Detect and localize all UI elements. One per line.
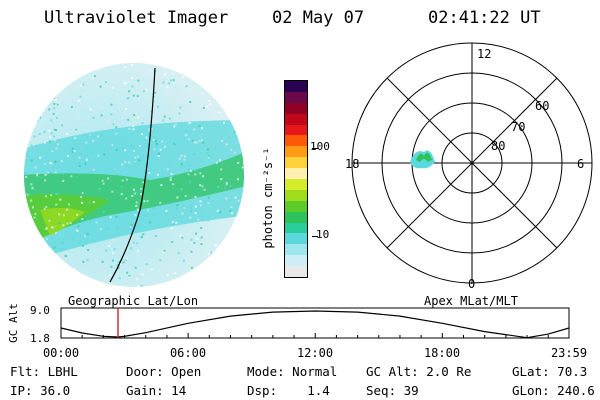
info-mode: Mode: Normal (247, 364, 338, 379)
xtick-label-0: 00:00 (43, 346, 79, 360)
colorbar-tick-10: 10 (316, 228, 330, 241)
lat-label-60: 60 (535, 99, 549, 113)
info-seq: Seq: 39 (366, 383, 419, 398)
info-flt: Flt: LBHL (10, 364, 78, 379)
colorbar-swatch (285, 102, 307, 114)
colorbar-swatch (285, 113, 307, 125)
info-gc-alt: GC Alt: 2.0 Re (366, 364, 472, 379)
info-glon: GLon: 240.6 (512, 383, 595, 398)
date-label: 02 May 07 (272, 8, 365, 28)
ytick-label-bottom: 1.8 (30, 332, 50, 345)
colorbar-swatch (285, 266, 307, 278)
lat-label-70: 70 (511, 120, 525, 134)
colorbar-swatch (285, 222, 307, 234)
info-dsp: Dsp: 1.4 (247, 383, 330, 398)
xtick-label-2: 12:00 (297, 346, 333, 360)
colorbar-swatch (285, 200, 307, 212)
lat-label-80: 80 (491, 139, 505, 153)
colorbar-tick-100: 100 (310, 140, 330, 153)
info-gain: Gain: 14 (126, 383, 187, 398)
colorbar-swatch (285, 179, 307, 190)
colorbar-swatch (285, 244, 307, 256)
altitude-series-line (60, 310, 570, 339)
geo-panel-label: Geographic Lat/Lon (68, 294, 199, 308)
xtick-label-4: 23:59 (551, 346, 587, 360)
mlt-label-12: 12 (477, 47, 491, 61)
colorbar-swatch (285, 146, 307, 158)
colorbar-swatch (285, 233, 307, 245)
colorbar-swatch (285, 124, 307, 136)
colorbar-swatch (285, 157, 307, 169)
mlt-label-0: 0 (468, 277, 475, 291)
info-ip: IP: 36.0 (10, 383, 71, 398)
info-door: Door: Open (126, 364, 202, 379)
ytick-label-top: 9.0 (30, 304, 50, 317)
colorbar-swatch (285, 255, 307, 267)
y-axis-label: GC Alt (7, 303, 20, 343)
mlt-label-18: 18 (345, 157, 359, 171)
mlt-label-6: 6 (577, 157, 584, 171)
colorbar-swatch (285, 168, 307, 180)
xtick-label-3: 18:00 (424, 346, 460, 360)
xtick-label-1: 06:00 (170, 346, 206, 360)
instrument-title: Ultraviolet Imager (44, 8, 229, 28)
info-glat: GLat: 70.3 (512, 364, 588, 379)
polar-panel-label: Apex MLat/MLT (424, 294, 518, 308)
terminator-line (109, 67, 156, 283)
colorbar-swatch (285, 91, 307, 103)
colorbar-swatch (285, 189, 307, 201)
colorbar-swatch (285, 135, 307, 147)
colorbar (284, 80, 308, 278)
time-label: 02:41:22 UT (428, 8, 541, 28)
colorbar-swatch (285, 81, 307, 92)
colorbar-swatch (285, 211, 307, 223)
